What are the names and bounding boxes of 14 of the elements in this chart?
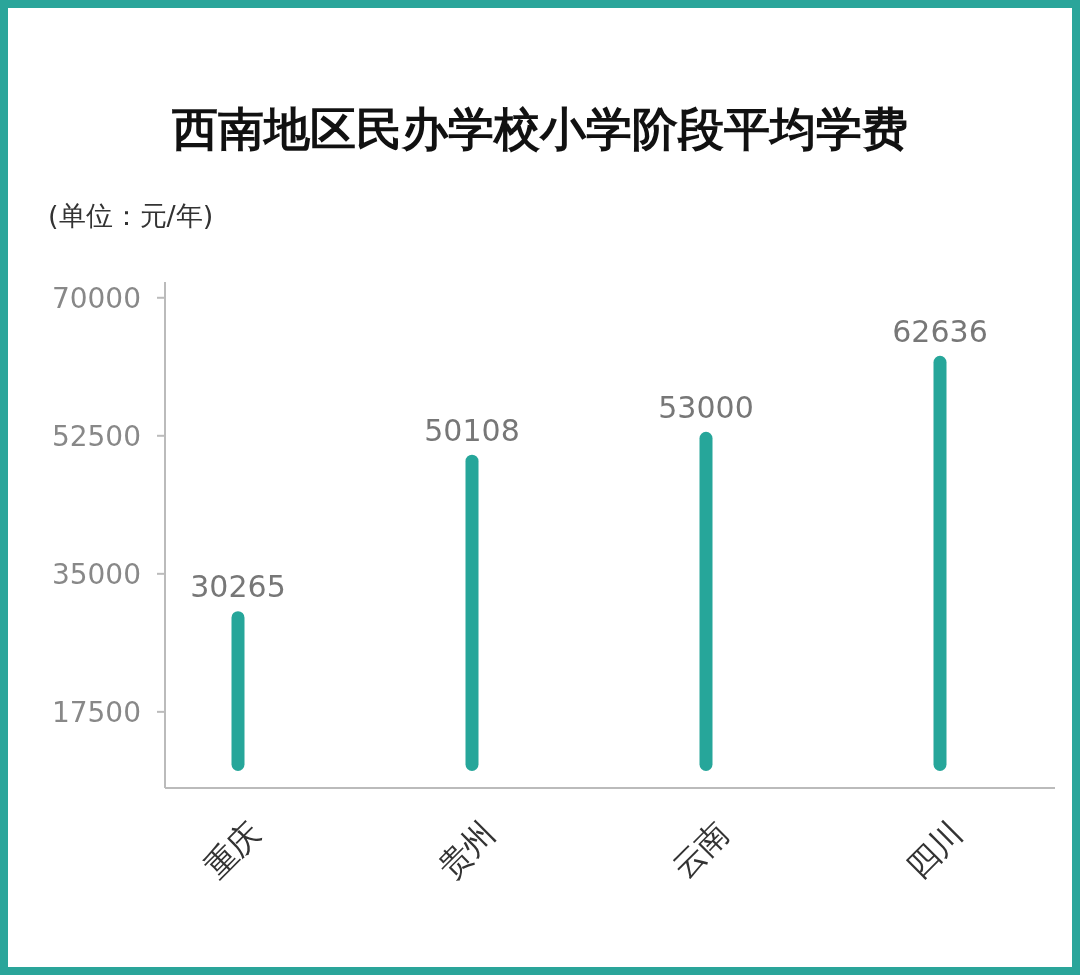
data-label: 50108 xyxy=(424,412,520,448)
ytick: 35000 xyxy=(51,557,141,591)
ytick: 52500 xyxy=(51,419,141,453)
ytick: 70000 xyxy=(51,281,141,315)
data-label: 53000 xyxy=(658,389,754,425)
title: 西南地区民办学校小学阶段平均学费 xyxy=(172,102,908,156)
ylabel: (单位：元/年) xyxy=(48,200,214,231)
xtick: 贵州 xyxy=(430,813,503,886)
data-label: 62636 xyxy=(892,313,988,349)
xtick: 四川 xyxy=(898,813,971,886)
xtick: 重庆 xyxy=(196,813,269,886)
data-label: 30265 xyxy=(190,569,286,605)
xtick: 云南 xyxy=(664,813,737,886)
ytick: 17500 xyxy=(51,695,141,729)
